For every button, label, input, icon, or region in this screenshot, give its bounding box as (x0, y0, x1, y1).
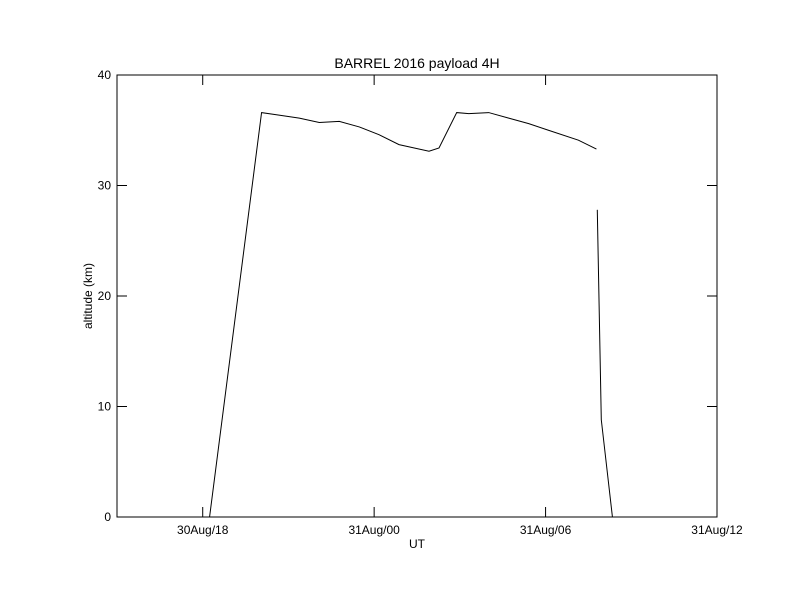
altitude-line (174, 112, 673, 518)
x-tick-label: 31Aug/00 (348, 523, 400, 537)
x-tick-label: 31Aug/06 (520, 523, 572, 537)
y-tick-label: 10 (98, 400, 112, 414)
x-tick-label: 30Aug/18 (177, 523, 229, 537)
chart-title: BARREL 2016 payload 4H (334, 55, 499, 71)
y-tick-label: 20 (98, 289, 112, 303)
x-axis-label: UT (409, 537, 426, 551)
y-tick-label: 40 (98, 68, 112, 82)
y-tick-label: 0 (104, 510, 111, 524)
y-tick-label: 30 (98, 179, 112, 193)
x-tick-label: 31Aug/12 (691, 523, 743, 537)
y-axis-label: altitude (km) (81, 263, 95, 329)
plot-frame (116, 74, 718, 518)
